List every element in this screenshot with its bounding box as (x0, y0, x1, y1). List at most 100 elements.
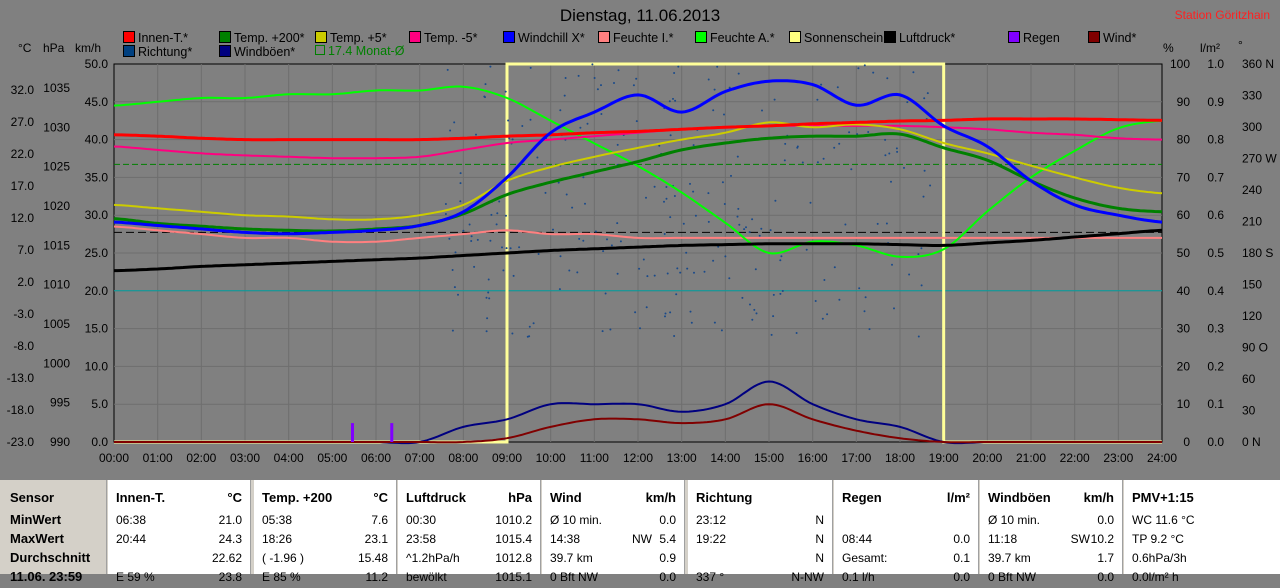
cell-value: 0.0 (659, 570, 676, 584)
legend-label: Sonnenschein (804, 31, 884, 45)
row-label: Sensor (10, 490, 55, 505)
kmh-tick-label: 45.0 (85, 95, 109, 109)
direction-point (673, 195, 676, 197)
monthly-avg-label: 17.4 Monat-Ø (315, 44, 404, 58)
time-tick-label: 16:00 (798, 451, 828, 465)
cell-label: 11:18 (988, 532, 1018, 546)
hpa-tick-label: 1005 (43, 317, 70, 331)
cell-value: 1.7 (1097, 551, 1114, 565)
legend-label: Temp. +5* (330, 31, 387, 45)
rain-tick-label: 0.7 (1207, 170, 1224, 184)
direction-point (826, 313, 829, 316)
direction-tick-label: 60 (1242, 372, 1256, 386)
time-tick-label: 10:00 (536, 451, 566, 465)
series-line (114, 403, 1162, 444)
legend-item: Temp. -5* (409, 31, 478, 45)
table-cell-row: ( -1.96 ) 15.48 (254, 551, 396, 569)
hpa-tick-label: 1030 (43, 120, 70, 134)
column-unit: °C (227, 490, 242, 505)
direction-point (779, 292, 782, 295)
direction-point (758, 234, 761, 237)
series-line (113, 79, 1163, 236)
cell-value: 0.1 (953, 551, 970, 565)
cell-value: 0.0 (953, 532, 970, 546)
direction-point (923, 169, 926, 172)
direction-point (559, 109, 562, 112)
cell-label: 20:44 (116, 532, 147, 546)
direction-point (584, 202, 586, 205)
direction-point (864, 296, 867, 299)
unit-percent: % (1163, 41, 1174, 55)
direction-point (468, 223, 471, 226)
cell-value: 1010.2 (495, 513, 532, 527)
direction-point (502, 269, 505, 272)
cell-label: 05:38 (262, 513, 293, 527)
direction-point (501, 246, 503, 249)
legend-item: Regen (1008, 31, 1060, 45)
direction-point (805, 248, 808, 251)
percent-tick-label: 100 (1170, 57, 1190, 71)
table-cell-row: 39.7 km 1.7 (980, 551, 1122, 569)
direction-point (512, 274, 515, 277)
cell-label: Ø 10 min. (550, 513, 603, 527)
direction-point (728, 86, 731, 89)
direction-point (559, 255, 562, 258)
direction-tick-label: 210 (1242, 215, 1262, 229)
direction-point (736, 215, 739, 218)
kmh-tick-label: 40.0 (85, 133, 109, 147)
unit-celsius: °C (18, 41, 32, 55)
cell-label: 0 Bft NW (550, 570, 599, 584)
direction-point (890, 180, 892, 183)
direction-point (616, 143, 619, 146)
direction-point (868, 328, 871, 331)
cell-value: N (815, 532, 824, 546)
cell-label: 0.0l/m² h (1132, 570, 1179, 584)
direction-point (448, 237, 451, 240)
time-tick-label: 01:00 (143, 451, 173, 465)
table-cell-row: 08:44 0.0 (834, 532, 978, 550)
table-cell-row: E 85 % 11.2 (254, 570, 396, 588)
direction-point (635, 77, 638, 80)
direction-point (779, 259, 782, 262)
table-cell-row: 337 ° N-NW (688, 570, 832, 588)
series-line (114, 228, 1163, 273)
table-cell-row: Ø 10 min. 0.0 (542, 513, 684, 531)
table-cell-row: 20:44 24.3 (108, 532, 250, 550)
kmh-tick-label: 5.0 (91, 397, 108, 411)
direction-point (665, 186, 668, 188)
percent-tick-label: 60 (1177, 208, 1191, 222)
time-tick-label: 19:00 (929, 451, 959, 465)
legend-label: Regen (1023, 31, 1060, 45)
table-cell-row: 0.0l/m² h (1124, 570, 1280, 588)
cell-value: 0.0 (953, 570, 970, 584)
cell-label: ( -1.96 ) (262, 551, 305, 565)
direction-point (693, 271, 695, 274)
direction-point (594, 230, 597, 233)
direction-point (616, 222, 619, 225)
direction-point (470, 235, 473, 238)
cell-label: ^1.2hPa/h (406, 551, 460, 565)
column-title: PMV+1:15 (1132, 490, 1194, 505)
table-cell-row: 0 Bft NW 0.0 (980, 570, 1122, 588)
cell-value: 0.0 (659, 513, 676, 527)
direction-point (848, 131, 851, 134)
table-column: Wind km/h Ø 10 min. 0.0 14:38 NW 5.4 39.7 km 0.9… (542, 480, 685, 584)
direction-point (473, 265, 476, 268)
direction-point (485, 330, 488, 333)
direction-point (485, 296, 488, 299)
direction-point (717, 245, 720, 248)
direction-point (457, 293, 459, 296)
table-cell-row: bewölkt 1015.1 (398, 570, 540, 588)
direction-tick-label: 270 W (1242, 152, 1277, 166)
legend-swatch (315, 31, 327, 43)
direction-point (634, 311, 637, 314)
table-cell-row: 23:58 1015.4 (398, 532, 540, 550)
cell-label: bewölkt (406, 570, 447, 584)
time-tick-label: 21:00 (1016, 451, 1046, 465)
direction-point (723, 203, 726, 205)
direction-point (600, 84, 602, 87)
time-tick-label: 12:00 (623, 451, 653, 465)
direction-point (893, 307, 895, 310)
hpa-tick-label: 1020 (43, 199, 70, 213)
cell-value: 0.0 (1097, 570, 1114, 584)
